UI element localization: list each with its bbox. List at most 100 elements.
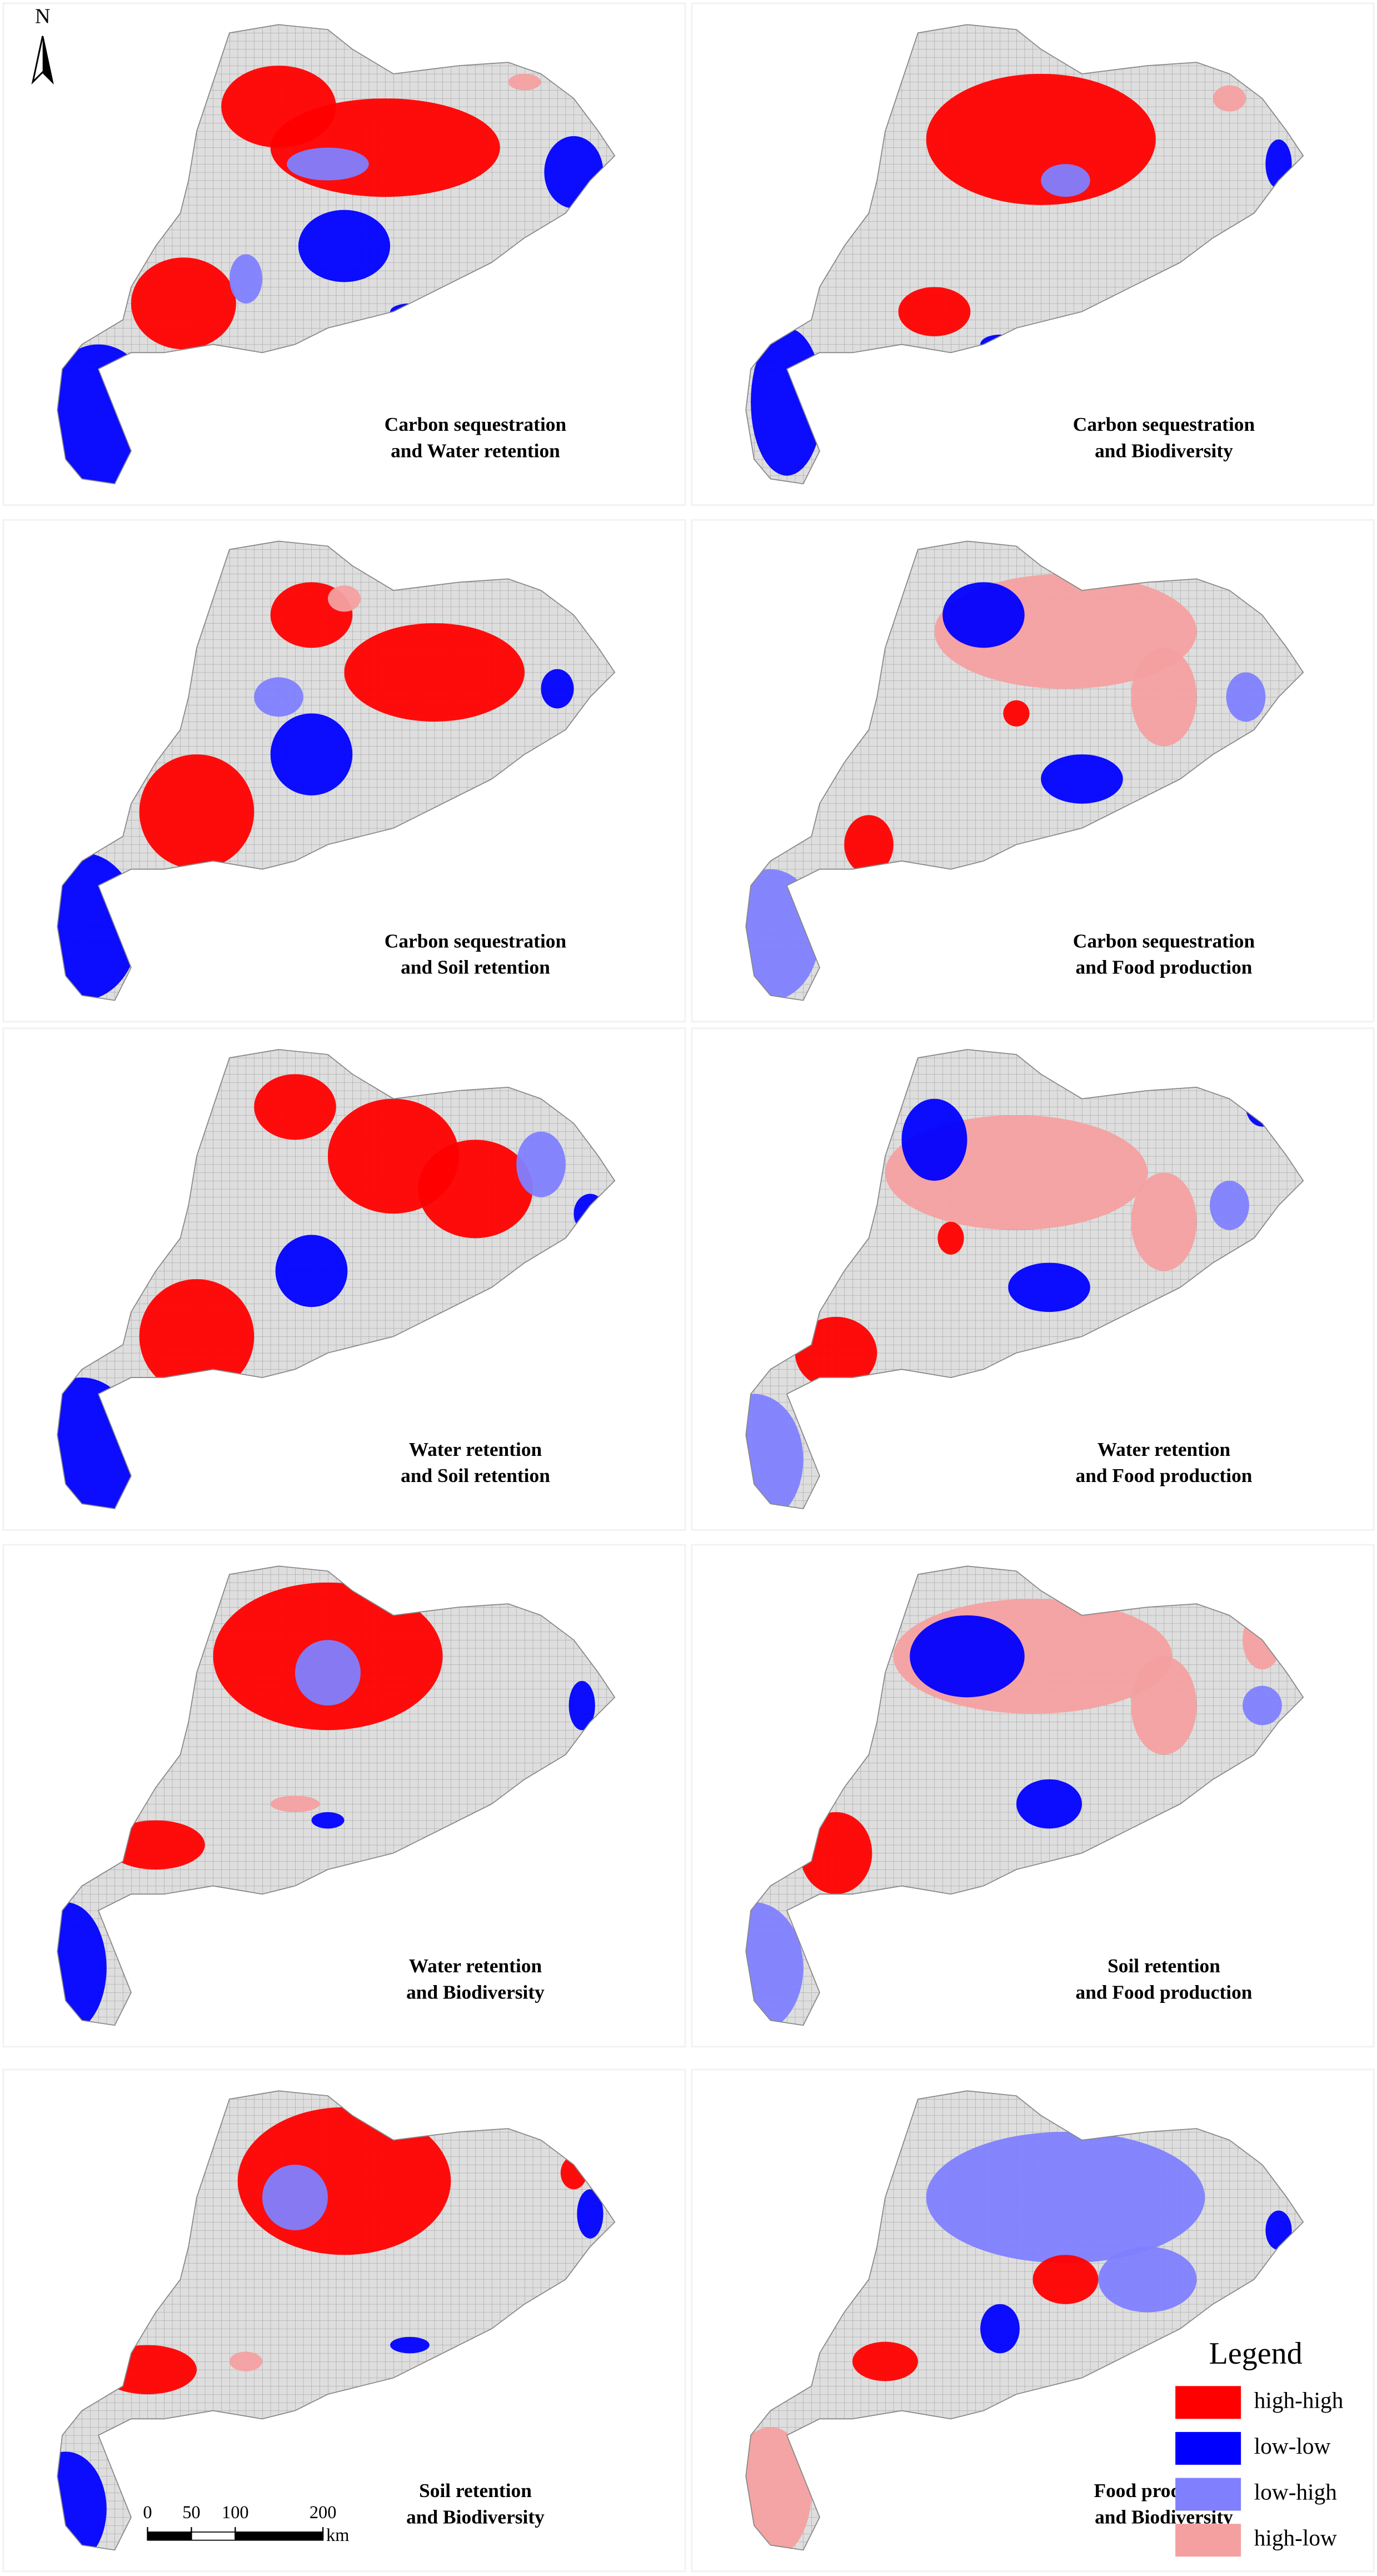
panel-frame: [691, 2068, 1375, 2573]
cluster-patch: [390, 2336, 430, 2354]
cluster-patch: [1131, 648, 1197, 747]
panel-frame: [2, 1027, 686, 1531]
map-area: [57, 1566, 615, 2026]
cluster-patch: [106, 1820, 205, 1870]
cluster-patch: [1265, 2210, 1292, 2250]
cluster-patch: [262, 2165, 328, 2231]
map-panel: Carbon sequestration and Food production: [691, 519, 1375, 1023]
panel-title: and Soil retention: [401, 1464, 550, 1486]
cluster-patch: [1155, 2102, 1205, 2129]
cluster-patch: [98, 2345, 197, 2395]
cluster-patch: [270, 1796, 320, 1812]
cluster-patch: [1041, 754, 1123, 804]
panel-title: and Food production: [1076, 956, 1253, 978]
cluster-patch: [573, 1193, 607, 1234]
map-panel: Carbon sequestration and Soil retention: [2, 519, 686, 1023]
panel-frame: [691, 2, 1375, 506]
cluster-patch: [287, 147, 369, 181]
map-panel: Carbon sequestration and Biodiversity: [691, 2, 1375, 506]
cluster-patch: [577, 2189, 603, 2239]
cluster-patch: [1131, 1172, 1197, 1271]
cluster-patch: [746, 1902, 804, 2026]
north-arrow: N: [31, 4, 54, 85]
cluster-patch: [568, 1680, 595, 1730]
map-panel: Carbon sequestration and Water retention: [2, 2, 686, 506]
panel-title: and Biodiversity: [1095, 439, 1233, 461]
cluster-patch: [270, 713, 353, 795]
panel-title: and Biodiversity: [406, 2505, 545, 2528]
cluster-patch: [131, 257, 236, 350]
cluster-patch: [230, 254, 262, 304]
cluster-patch: [508, 73, 541, 91]
cluster-patch: [795, 1316, 877, 1389]
cluster-patch: [1246, 1087, 1279, 1127]
cluster-patch: [344, 623, 525, 722]
cluster-patch: [926, 2132, 1205, 2264]
panel-title: Soil retention: [1107, 1955, 1220, 1977]
cluster-patch: [746, 869, 820, 1001]
panel-frame: [691, 519, 1375, 1023]
panel-frame: [2, 2068, 686, 2573]
cluster-patch: [57, 344, 156, 484]
cluster-patch: [910, 1615, 1025, 1698]
cluster-patch: [1131, 1656, 1197, 1755]
cluster-patch: [230, 2351, 262, 2371]
cluster-patch: [1265, 139, 1292, 189]
panel-title: Soil retention: [419, 2479, 532, 2502]
legend-title: Legend: [1209, 2336, 1303, 2371]
cluster-patch: [1032, 2255, 1099, 2304]
legend-swatch: [1175, 2478, 1241, 2511]
cluster-patch: [1098, 2246, 1197, 2313]
cluster-patch: [937, 1221, 964, 1255]
cluster-patch: [1003, 700, 1030, 727]
map-panel: Water retention and Food production: [691, 1027, 1375, 1531]
cluster-patch: [942, 582, 1025, 648]
map-panel: Soil retention and Biodiversity: [2, 2068, 686, 2573]
cluster-patch: [1213, 85, 1246, 112]
map-area: [746, 1566, 1304, 2026]
map-panel: Water retention and Soil retention: [2, 1027, 686, 1531]
cluster-patch: [1008, 1262, 1090, 1312]
cluster-patch: [275, 1235, 348, 1307]
scale-segment: [147, 2531, 192, 2541]
panel-frame: [2, 1544, 686, 2048]
cluster-patch: [57, 1902, 107, 2026]
scale-label: 50: [182, 2503, 200, 2523]
legend-label: low-low: [1254, 2433, 1331, 2459]
cluster-patch: [800, 1812, 872, 1894]
cluster-patch: [57, 2451, 107, 2550]
cluster-patch: [746, 2427, 812, 2550]
scale-label: 0: [143, 2503, 152, 2523]
north-label: N: [35, 4, 51, 28]
cluster-patch: [1285, 98, 1304, 132]
scale-segment: [235, 2531, 324, 2541]
panel-title: and Soil retention: [401, 956, 550, 978]
legend-label: high-high: [1254, 2387, 1344, 2413]
map-panel: Water retention and Biodiversity: [2, 1544, 686, 2048]
cluster-patch: [751, 328, 823, 476]
legend-label: high-low: [1254, 2525, 1337, 2550]
map-area: [57, 24, 615, 484]
panel-title: Carbon sequestration: [1073, 413, 1255, 435]
cluster-patch: [418, 1140, 533, 1239]
cluster-patch: [1210, 1181, 1249, 1230]
panel-frame: [2, 2, 686, 506]
cluster-patch: [980, 334, 1020, 355]
cluster-patch: [852, 2341, 918, 2381]
scale-label: 100: [222, 2503, 249, 2523]
scale-unit: km: [326, 2525, 349, 2545]
panel-title: and Food production: [1076, 1464, 1253, 1486]
cluster-patch: [901, 1098, 967, 1181]
cluster-patch: [295, 1640, 361, 1706]
panel-title: Water retention: [1097, 1438, 1231, 1460]
cluster-patch: [844, 815, 894, 874]
cluster-patch: [139, 754, 255, 869]
legend-swatch: [1175, 2431, 1241, 2465]
cluster-patch: [541, 669, 574, 709]
panel-frame: [2, 519, 686, 1023]
cluster-patch: [254, 677, 303, 717]
panel-title: Carbon sequestration: [385, 413, 567, 435]
scale-segment: [191, 2531, 236, 2541]
